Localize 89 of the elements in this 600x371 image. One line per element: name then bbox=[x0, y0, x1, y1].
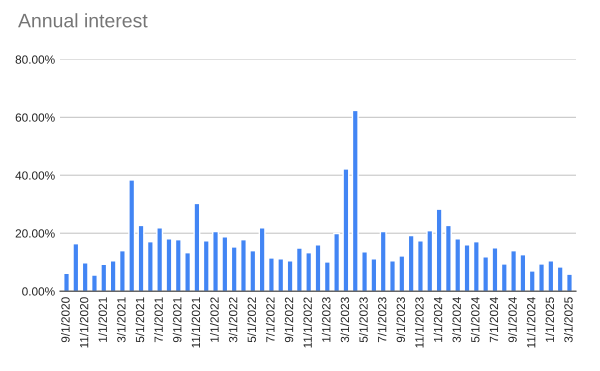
x-tick-label: 5/1/2022 bbox=[247, 297, 256, 342]
x-tick-label: 11/1/2022 bbox=[303, 297, 312, 348]
x-tick-label: 9/1/2024 bbox=[508, 297, 517, 342]
bar bbox=[82, 262, 89, 292]
x-tick-label: 5/1/2023 bbox=[359, 297, 368, 342]
bar bbox=[398, 255, 406, 292]
y-tick-label: 40.00% bbox=[15, 171, 55, 180]
bar bbox=[212, 230, 220, 292]
x-tick-label: 3/1/2021 bbox=[116, 297, 126, 342]
x-tick-label: 7/1/2023 bbox=[378, 297, 386, 342]
x-tick-label: 1/1/2021 bbox=[98, 297, 107, 342]
x-tick-label: 1/1/2023 bbox=[322, 297, 330, 342]
bar bbox=[118, 250, 126, 292]
bar bbox=[286, 260, 294, 292]
x-tick-label: 1/1/2025 bbox=[545, 297, 554, 342]
bar bbox=[342, 168, 350, 292]
bar bbox=[556, 266, 564, 292]
bar bbox=[361, 251, 368, 292]
y-tick-label: 80.00% bbox=[16, 55, 55, 64]
bar bbox=[482, 256, 490, 292]
x-tick-label: 9/1/2020 bbox=[61, 297, 70, 342]
x-tick-label: 3/1/2022 bbox=[228, 297, 238, 342]
bar bbox=[240, 238, 247, 292]
x-tick-label: 7/1/2022 bbox=[266, 297, 275, 342]
bar bbox=[221, 236, 228, 292]
y-tick-label: 20.00% bbox=[16, 229, 55, 238]
bar bbox=[296, 247, 303, 292]
x-tick-label: 3/1/2024 bbox=[452, 297, 461, 342]
bar bbox=[128, 179, 136, 292]
bar bbox=[268, 257, 275, 292]
bar bbox=[202, 240, 210, 292]
x-tick-label: 5/1/2021 bbox=[136, 297, 144, 342]
bar bbox=[277, 258, 284, 292]
x-tick-label: 3/1/2023 bbox=[340, 297, 350, 342]
x-tick-label: 7/1/2021 bbox=[154, 297, 163, 342]
bar bbox=[566, 273, 573, 292]
bar bbox=[352, 110, 359, 292]
bar bbox=[472, 240, 480, 292]
bar bbox=[90, 274, 98, 292]
bar bbox=[110, 260, 117, 292]
x-tick-label: 1/1/2024 bbox=[434, 297, 442, 342]
bar bbox=[100, 264, 108, 292]
bar bbox=[146, 240, 154, 292]
bar bbox=[547, 260, 554, 292]
x-tick-label: 11/1/2021 bbox=[191, 297, 200, 348]
x-tick-label: 9/1/2023 bbox=[396, 297, 405, 342]
bar bbox=[314, 244, 322, 292]
bar bbox=[174, 238, 182, 292]
bar bbox=[333, 232, 340, 292]
bar bbox=[63, 272, 70, 292]
bar bbox=[500, 263, 508, 292]
bar bbox=[324, 261, 331, 292]
x-tick-label: 1/1/2022 bbox=[210, 297, 219, 342]
bar bbox=[426, 230, 434, 292]
bar bbox=[184, 252, 192, 292]
x-tick-label: 7/1/2024 bbox=[489, 297, 498, 342]
x-tick-label: 9/1/2021 bbox=[172, 297, 182, 342]
x-tick-label: 11/1/2024 bbox=[526, 297, 536, 348]
bar bbox=[416, 240, 424, 292]
bar bbox=[138, 224, 145, 292]
bar bbox=[436, 208, 443, 292]
bar bbox=[408, 234, 415, 292]
bar bbox=[464, 244, 471, 292]
bar bbox=[258, 227, 266, 292]
bar bbox=[444, 224, 452, 292]
bar bbox=[389, 260, 396, 292]
bar bbox=[454, 238, 462, 292]
x-tick-label: 9/1/2022 bbox=[284, 297, 294, 342]
bar bbox=[165, 238, 172, 292]
bar bbox=[370, 258, 378, 292]
bar bbox=[538, 263, 546, 292]
bar bbox=[72, 243, 80, 292]
x-tick-label: 11/1/2020 bbox=[80, 297, 88, 348]
x-tick-label: 5/1/2024 bbox=[470, 297, 480, 342]
bar bbox=[510, 250, 518, 292]
bar bbox=[305, 252, 312, 292]
x-tick-label: 11/1/2023 bbox=[414, 297, 424, 348]
bar bbox=[491, 247, 498, 292]
y-tick-label: 60.00% bbox=[16, 113, 55, 122]
chart-title: Annual interest bbox=[18, 13, 148, 28]
bar bbox=[193, 202, 200, 292]
bar bbox=[380, 230, 387, 292]
bar bbox=[230, 246, 238, 292]
x-tick-label: 3/1/2025 bbox=[564, 297, 573, 342]
bar bbox=[519, 254, 526, 292]
bar bbox=[156, 227, 164, 292]
y-tick-label: 0.00% bbox=[22, 287, 55, 296]
bar bbox=[528, 270, 536, 292]
bar bbox=[249, 250, 256, 292]
